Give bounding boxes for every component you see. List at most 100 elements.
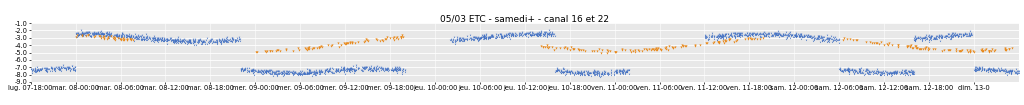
Point (745, 38, 762, 40)
Point (31, 71, 47, 72)
Point (881, 73, 897, 75)
Point (101, 35, 118, 37)
Point (984, 69, 1000, 71)
Point (393, 36, 410, 38)
Point (898, 73, 914, 74)
Point (388, 70, 404, 72)
Point (553, 69, 569, 71)
Point (699, 39, 716, 41)
Point (730, 32, 746, 34)
Point (802, 36, 818, 38)
Point (113, 35, 129, 36)
Point (119, 37, 135, 38)
Point (303, 72, 319, 74)
Point (292, 70, 308, 72)
Point (139, 39, 156, 40)
Point (608, 72, 625, 74)
Point (385, 69, 401, 71)
Point (794, 33, 810, 35)
Point (962, 34, 978, 36)
Point (88, 33, 104, 35)
Point (787, 34, 804, 36)
Point (870, 43, 887, 44)
Point (83, 35, 99, 37)
Point (512, 33, 528, 34)
Point (356, 67, 373, 69)
Point (840, 68, 856, 69)
Point (657, 47, 674, 49)
Point (337, 43, 353, 45)
Point (786, 35, 803, 37)
Point (586, 74, 602, 76)
Point (933, 37, 949, 39)
Point (181, 41, 198, 43)
Point (172, 38, 188, 40)
Point (778, 34, 795, 36)
Point (128, 37, 144, 38)
Point (549, 69, 565, 70)
Point (980, 69, 996, 70)
Point (98, 34, 115, 36)
Point (498, 35, 514, 36)
Point (240, 70, 256, 72)
Point (194, 40, 210, 42)
Point (988, 70, 1005, 72)
Point (744, 33, 761, 35)
Point (635, 49, 651, 50)
Point (722, 35, 738, 36)
Point (620, 72, 636, 73)
Point (147, 39, 164, 40)
Point (557, 74, 573, 76)
Point (183, 42, 200, 43)
Point (384, 69, 400, 71)
Point (540, 33, 556, 35)
Point (194, 41, 210, 43)
Point (254, 70, 270, 72)
Point (840, 70, 856, 72)
Point (162, 37, 178, 39)
Point (280, 73, 296, 75)
Point (57, 69, 74, 70)
Point (1001, 70, 1018, 72)
Point (336, 68, 352, 70)
Point (715, 36, 731, 38)
Point (949, 35, 966, 36)
Point (969, 68, 985, 69)
Point (316, 72, 333, 73)
Point (244, 70, 260, 72)
Point (73, 33, 89, 35)
Point (615, 68, 632, 70)
Point (288, 72, 304, 74)
Point (723, 32, 739, 34)
Point (30, 66, 46, 68)
Point (244, 69, 260, 71)
Point (512, 34, 528, 36)
Point (187, 40, 204, 42)
Point (841, 71, 857, 72)
Point (1000, 71, 1017, 73)
Point (231, 38, 248, 40)
Point (137, 38, 154, 40)
Point (822, 37, 839, 39)
Point (1002, 70, 1019, 72)
Point (119, 38, 135, 40)
Point (545, 33, 561, 35)
Point (975, 50, 991, 52)
Point (609, 72, 626, 74)
Point (830, 38, 847, 39)
Point (97, 32, 114, 34)
Point (996, 68, 1013, 70)
Point (358, 67, 375, 69)
Point (1000, 71, 1017, 72)
Point (741, 32, 758, 34)
Point (761, 32, 777, 34)
Point (579, 71, 595, 73)
Point (80, 33, 96, 34)
Point (964, 34, 980, 36)
Point (123, 38, 139, 40)
Point (294, 75, 310, 76)
Point (560, 70, 577, 72)
Point (583, 76, 599, 77)
Point (736, 38, 753, 40)
Point (258, 70, 274, 72)
